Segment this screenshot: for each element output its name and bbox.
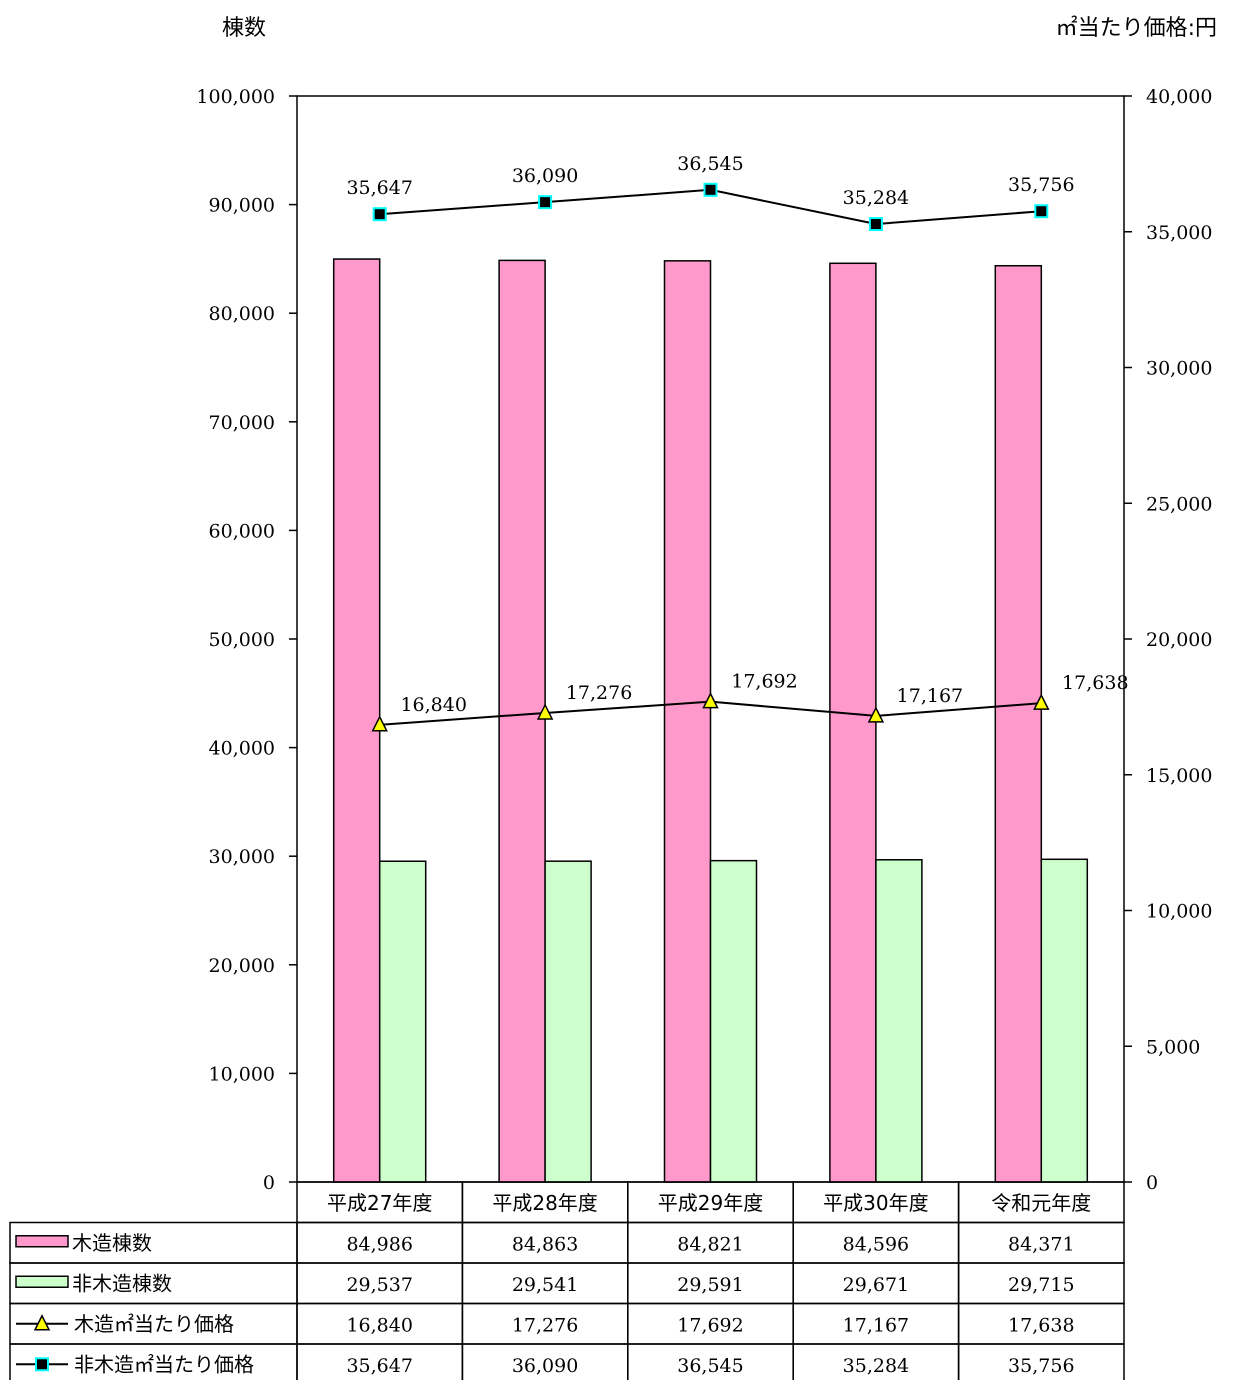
legend-label: 非木造㎡当たり価格 — [74, 1352, 254, 1376]
marker-square — [868, 217, 883, 232]
left-axis-tick-label: 60,000 — [209, 520, 275, 542]
table-value: 17,692 — [677, 1315, 743, 1337]
marker-triangle — [702, 691, 719, 709]
right-axis-tick-label: 20,000 — [1146, 629, 1212, 651]
right-axis-tick-label: 25,000 — [1146, 493, 1212, 515]
marker-square — [1034, 204, 1049, 219]
right-axis-title: ㎡当たり価格:円 — [1055, 16, 1217, 41]
right-axis-tick-label: 35,000 — [1146, 222, 1212, 244]
left-axis-tick-label: 10,000 — [209, 1063, 275, 1085]
table-value: 36,090 — [512, 1355, 578, 1377]
data-label: 16,840 — [400, 694, 466, 716]
left-axis-tick-label: 50,000 — [209, 629, 275, 651]
bar-non-wooden — [709, 859, 758, 1183]
category-label: 平成30年度 — [823, 1191, 928, 1215]
data-label: 17,638 — [1062, 672, 1128, 694]
bar-wooden — [994, 264, 1043, 1183]
legend-key-bar — [15, 1275, 69, 1288]
left-axis-tick-label: 20,000 — [209, 955, 275, 977]
left-axis-tick-label: 0 — [263, 1172, 275, 1194]
legend-label: 木造㎡当たり価格 — [74, 1312, 234, 1336]
bar-non-wooden — [1040, 858, 1089, 1183]
marker-square — [372, 207, 387, 222]
category-label: 平成28年度 — [492, 1191, 597, 1215]
legend-label: 木造棟数 — [72, 1231, 152, 1255]
data-label: 17,276 — [566, 682, 632, 704]
left-axis-tick-label: 40,000 — [209, 738, 275, 760]
table-value: 29,537 — [346, 1274, 412, 1296]
left-axis-title: 棟数 — [222, 16, 267, 41]
table-value: 84,863 — [512, 1234, 578, 1256]
table-value: 84,371 — [1008, 1234, 1074, 1256]
category-label: 平成27年度 — [327, 1191, 432, 1215]
right-axis-tick-label: 0 — [1146, 1172, 1158, 1194]
table-value: 35,647 — [346, 1355, 412, 1377]
bar-wooden — [663, 260, 712, 1183]
data-label: 17,692 — [731, 671, 797, 693]
data-label: 36,545 — [677, 153, 743, 175]
data-label: 35,756 — [1008, 174, 1074, 196]
left-axis-tick-label: 30,000 — [209, 846, 275, 868]
category-label: 令和元年度 — [991, 1191, 1091, 1215]
table-cell — [957, 1343, 1125, 1380]
marker-square — [538, 195, 553, 210]
left-axis-tick-label: 90,000 — [209, 195, 275, 217]
marker-triangle — [1033, 693, 1050, 710]
right-axis-tick-label: 40,000 — [1146, 86, 1212, 108]
bar-non-wooden — [875, 859, 923, 1183]
left-axis-tick-label: 100,000 — [196, 86, 275, 108]
right-axis-tick-label: 10,000 — [1146, 901, 1212, 923]
legend-key-marker — [33, 1314, 51, 1331]
data-label: 35,284 — [843, 187, 909, 209]
table-value: 84,821 — [677, 1234, 743, 1256]
table-value: 29,715 — [1008, 1274, 1074, 1296]
marker-triangle — [536, 703, 554, 720]
right-axis-tick-label: 5,000 — [1146, 1036, 1200, 1058]
marker-triangle — [371, 715, 388, 732]
category-label: 平成29年度 — [658, 1191, 763, 1215]
table-value: 17,276 — [512, 1315, 578, 1337]
right-axis-tick-label: 15,000 — [1146, 765, 1212, 787]
bar-non-wooden — [544, 860, 592, 1183]
table-value: 36,545 — [677, 1355, 743, 1377]
marker-square — [703, 182, 718, 197]
legend-key-bar — [15, 1235, 69, 1248]
table-value: 29,671 — [843, 1274, 909, 1296]
data-label: 35,647 — [346, 177, 412, 199]
data-label: 36,090 — [512, 165, 578, 187]
legend-key-marker — [35, 1357, 49, 1372]
table-value: 84,986 — [346, 1234, 412, 1256]
bar-wooden — [332, 258, 381, 1183]
table-value: 17,638 — [1008, 1315, 1074, 1337]
left-axis-tick-label: 70,000 — [209, 412, 275, 434]
bar-wooden — [498, 259, 546, 1183]
left-axis-tick-label: 80,000 — [209, 303, 275, 325]
table-value: 17,167 — [843, 1315, 909, 1337]
right-axis-tick-label: 30,000 — [1146, 358, 1212, 380]
table-value: 84,596 — [843, 1234, 909, 1256]
bar-non-wooden — [378, 860, 427, 1183]
table-value: 16,840 — [346, 1315, 412, 1337]
table-value: 29,541 — [512, 1274, 578, 1296]
data-label: 17,167 — [897, 685, 963, 707]
table-value: 29,591 — [677, 1274, 743, 1296]
marker-triangle — [867, 706, 885, 723]
table-value: 35,284 — [843, 1355, 909, 1377]
legend-label: 非木造棟数 — [72, 1271, 172, 1295]
table-value: 35,756 — [1008, 1355, 1074, 1377]
